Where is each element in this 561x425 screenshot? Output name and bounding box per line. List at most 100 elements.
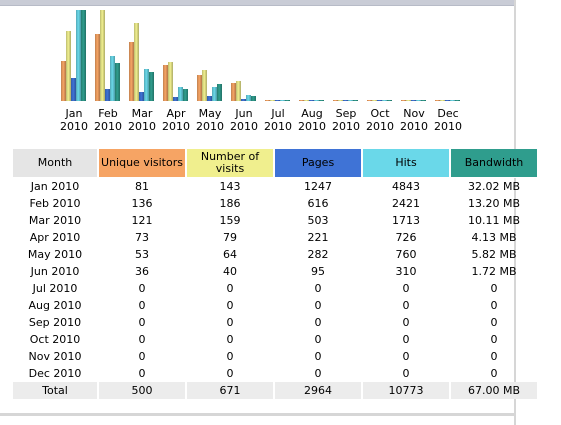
- bar-hits-oct: [382, 100, 387, 101]
- cell-bandwidth: 0: [490, 282, 498, 295]
- cell-unique-visitors: 0: [138, 282, 146, 295]
- cell-pages: 0: [314, 333, 322, 346]
- bar-bandwidth-aug: [319, 100, 324, 101]
- cell-month: Jan 2010: [30, 180, 80, 193]
- cell-bandwidth: 4.13 MB: [471, 231, 517, 244]
- bar-visits-sep: [338, 100, 343, 101]
- cell-pages: 616: [307, 197, 329, 210]
- header-month: Month: [13, 149, 97, 178]
- window-top-bar: [0, 0, 514, 6]
- table-total-row: Total 500 671 2964 10773 67.00 MB: [13, 382, 537, 399]
- cell-hits: 1713: [392, 214, 420, 227]
- cell-month: Feb 2010: [29, 197, 81, 210]
- cell-hits: 0: [402, 333, 410, 346]
- cell-hits: 0: [402, 282, 410, 295]
- cell-month: Mar 2010: [28, 214, 82, 227]
- cell-unique-visitors: 136: [131, 197, 153, 210]
- x-tick-year-label: 2010: [332, 120, 360, 133]
- cell-unique-visitors: 0: [138, 367, 146, 380]
- cell-visits: 0: [226, 367, 234, 380]
- cell-visits: 0: [226, 350, 234, 363]
- bar-pages-nov: [411, 100, 416, 101]
- bar-hits-dec: [450, 100, 455, 101]
- cell-visits: 0: [226, 316, 234, 329]
- cell-visits: 159: [219, 214, 241, 227]
- bar-hits-jul: [280, 100, 285, 101]
- cell-bandwidth: 0: [490, 350, 498, 363]
- bar-unique-visitors-jul: [265, 100, 270, 101]
- x-tick-year-label: 2010: [434, 120, 462, 133]
- header-bandwidth: Bandwidth: [451, 149, 537, 178]
- cell-month: Aug 2010: [28, 299, 82, 312]
- cell-hits: 726: [395, 231, 417, 244]
- bar-visits-dec: [440, 100, 445, 101]
- cell-month: Jul 2010: [32, 282, 78, 295]
- bar-bandwidth-mar: [149, 72, 154, 101]
- chart-canvas: Jan2010Feb2010Mar2010Apr2010May2010Jun20…: [60, 10, 462, 133]
- bar-visits-jun: [236, 81, 241, 101]
- cell-month: Oct 2010: [29, 333, 81, 346]
- bar-bandwidth-may: [217, 84, 222, 101]
- cell-bandwidth: 0: [490, 299, 498, 312]
- cell-pages: 0: [314, 316, 322, 329]
- bar-visits-apr: [168, 62, 173, 101]
- cell-hits: 0: [402, 350, 410, 363]
- bar-visits-feb: [100, 10, 105, 101]
- cell-visits: 0: [226, 299, 234, 312]
- bar-hits-apr: [178, 87, 183, 101]
- bar-visits-mar: [134, 23, 139, 101]
- right-border: [514, 0, 516, 425]
- bar-hits-sep: [348, 100, 353, 101]
- cell-unique-visitors: 500: [99, 382, 185, 399]
- bar-pages-sep: [343, 100, 348, 101]
- cell-hits: 0: [402, 299, 410, 312]
- bar-pages-oct: [377, 100, 382, 101]
- cell-visits: 143: [219, 180, 241, 193]
- bar-pages-jul: [275, 100, 280, 101]
- cell-month: Nov 2010: [28, 350, 82, 363]
- bar-pages-feb: [105, 89, 110, 101]
- cell-month: Sep 2010: [28, 316, 82, 329]
- cell-bandwidth: 1.72 MB: [471, 265, 517, 278]
- cell-bandwidth: 13.20 MB: [467, 197, 521, 210]
- monthly-history-chart: Jan 2010 Feb 2010 Mar 2010 Apr 2010 May 2010 Jun 20…: [0, 0, 514, 140]
- bar-hits-mar: [144, 69, 149, 101]
- bar-visits-jan: [66, 31, 71, 101]
- cell-month: Total: [13, 382, 97, 399]
- cell-visits: 79: [223, 231, 237, 244]
- table-row: Jun 2010 36 40 95 310 1.72 MB: [13, 263, 537, 280]
- cell-pages: 95: [311, 265, 325, 278]
- header-pages: Pages: [275, 149, 361, 178]
- header-hits: Hits: [363, 149, 449, 178]
- x-tick-month-label: Oct: [370, 107, 390, 120]
- x-tick-year-label: 2010: [128, 120, 156, 133]
- bar-bandwidth-jan: [81, 10, 86, 101]
- bar-unique-visitors-may: [197, 75, 202, 101]
- table-row: May 2010 53 64 282 760 5.82 MB: [13, 246, 537, 263]
- bar-hits-nov: [416, 100, 421, 101]
- cell-hits: 2421: [392, 197, 420, 210]
- cell-bandwidth: 0: [490, 316, 498, 329]
- bar-visits-may: [202, 70, 207, 101]
- cell-bandwidth: 0: [490, 333, 498, 346]
- cell-month: Jun 2010: [30, 265, 80, 278]
- bar-pages-jan: [71, 78, 76, 101]
- cell-bandwidth: 10.11 MB: [467, 214, 521, 227]
- cell-pages: 0: [314, 350, 322, 363]
- x-tick-month-label: Mar: [132, 107, 153, 120]
- bar-unique-visitors-feb: [95, 34, 100, 101]
- cell-visits: 40: [223, 265, 237, 278]
- cell-unique-visitors: 0: [138, 316, 146, 329]
- cell-unique-visitors: 36: [135, 265, 149, 278]
- bar-hits-feb: [110, 56, 115, 101]
- bar-hits-may: [212, 87, 217, 101]
- bar-unique-visitors-dec: [435, 100, 440, 101]
- bar-unique-visitors-oct: [367, 100, 372, 101]
- bar-pages-mar: [139, 92, 144, 101]
- cell-hits: 760: [395, 248, 417, 261]
- header-visits: Number of visits: [187, 149, 273, 178]
- bar-unique-visitors-sep: [333, 100, 338, 101]
- bar-pages-aug: [309, 100, 314, 101]
- cell-bandwidth: 5.82 MB: [471, 248, 517, 261]
- bar-unique-visitors-jan: [61, 61, 66, 101]
